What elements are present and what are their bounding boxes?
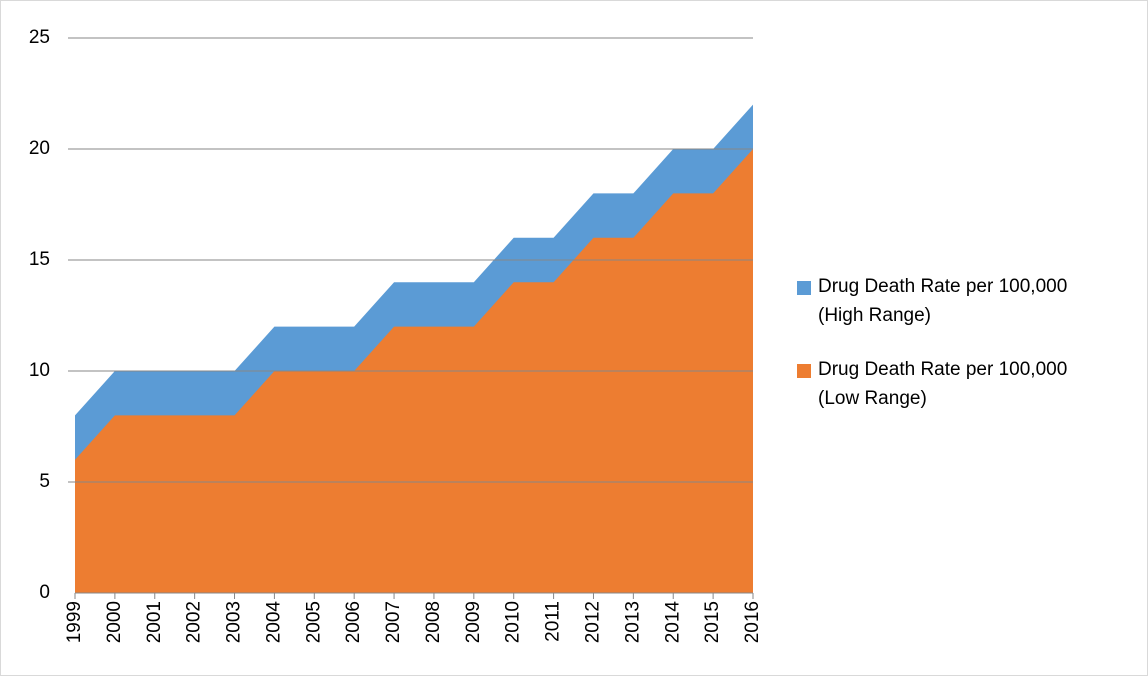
legend-label: Drug Death Rate per 100,000 (High Range)	[818, 276, 1068, 326]
y-tick-label: 25	[29, 27, 50, 48]
x-tick-label: 2003	[224, 601, 245, 643]
x-tick-label: 2005	[303, 601, 324, 643]
x-tick-label: 2006	[343, 601, 364, 643]
legend-label: Drug Death Rate per 100,000 (Low Range)	[818, 359, 1068, 409]
x-tick-label: 2016	[742, 601, 763, 643]
x-tick-label: 2009	[463, 601, 484, 643]
legend-swatch	[797, 281, 811, 295]
x-tick-label: 2015	[702, 601, 723, 643]
y-tick-label: 15	[29, 249, 50, 270]
x-tick-label: 2001	[144, 601, 165, 643]
x-tick-label: 2011	[543, 601, 564, 642]
x-tick-label: 2004	[263, 601, 284, 644]
x-tick-label: 2014	[662, 601, 683, 644]
x-tick-label: 2008	[423, 601, 444, 643]
y-tick-label: 0	[39, 582, 50, 603]
x-tick-label: 1999	[64, 601, 85, 643]
y-tick-label: 5	[39, 471, 50, 492]
x-tick-label: 2013	[622, 601, 643, 643]
legend-item: Drug Death Rate per 100,000 (Low Range)	[797, 355, 1097, 413]
x-tick-label: 2002	[184, 601, 205, 643]
y-tick-label: 10	[29, 360, 50, 381]
legend-item: Drug Death Rate per 100,000 (High Range)	[797, 272, 1097, 330]
x-tick-label: 2000	[104, 601, 125, 643]
x-tick-label: 2007	[383, 601, 404, 643]
legend-swatch	[797, 364, 811, 378]
x-tick-label: 2012	[582, 601, 603, 643]
y-tick-label: 20	[29, 138, 50, 159]
x-tick-label: 2010	[503, 601, 524, 643]
